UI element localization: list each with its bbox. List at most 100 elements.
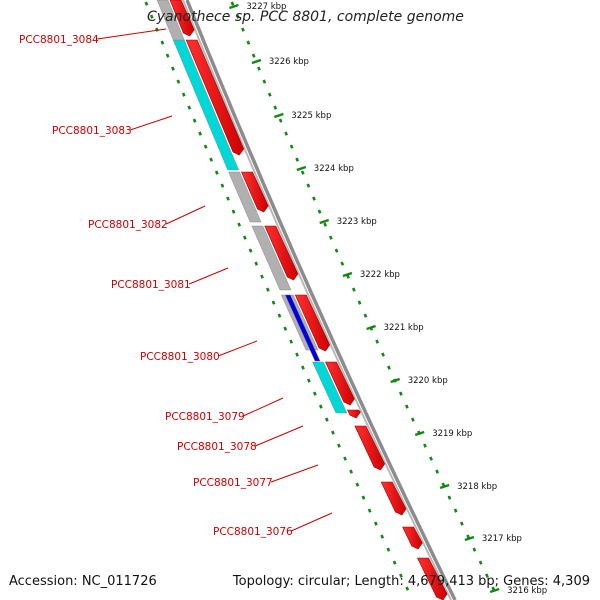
- outer-minor-tick: [273, 105, 278, 110]
- outer-minor-tick: [246, 40, 251, 45]
- inner-minor-tick: [312, 391, 317, 396]
- outer-minor-tick: [251, 53, 256, 58]
- gene-label-leader: [218, 340, 258, 357]
- inner-minor-tick: [165, 53, 170, 58]
- outer-minor-tick: [295, 157, 300, 162]
- outer-minor-tick: [235, 14, 240, 19]
- gene-label: PCC8801_3083: [52, 125, 132, 137]
- outer-minor-tick: [230, 1, 235, 6]
- inner-minor-tick: [214, 170, 219, 175]
- outer-minor-tick: [278, 118, 283, 123]
- inner-minor-tick: [301, 365, 305, 370]
- inner-minor-tick: [187, 105, 192, 110]
- inner-minor-tick: [176, 79, 181, 84]
- outer-minor-tick: [453, 508, 458, 513]
- kbp-major-tick: [296, 165, 307, 172]
- kbp-tick-label: 3224 kbp: [314, 164, 354, 174]
- inner-minor-tick: [265, 287, 270, 292]
- topology-text: Topology: circular; Length: 4,679,413 bp…: [232, 574, 590, 589]
- outer-minor-tick: [387, 365, 391, 370]
- gene-label-leader: [189, 267, 229, 285]
- gene-label-leader: [255, 425, 304, 447]
- gene-label: PCC8801_3078: [177, 441, 257, 453]
- forward-cds-arrow: [417, 557, 448, 600]
- gene-label-leader: [290, 512, 333, 532]
- inner-minor-tick: [392, 560, 397, 565]
- gene-label: PCC8801_3076: [213, 526, 293, 538]
- outer-minor-tick: [323, 222, 328, 227]
- outer-minor-tick: [459, 521, 464, 526]
- forward-cds-arrow: [402, 526, 423, 550]
- outer-minor-tick: [306, 183, 311, 188]
- outer-minor-tick: [267, 92, 272, 97]
- inner-minor-tick: [271, 300, 276, 305]
- reverse-cds-block: [228, 171, 262, 223]
- gene-labels: PCC8801_3084 PCC8801_3083 PCC8801_3082 PCC8…: [19, 28, 333, 538]
- kbp-scale: 3227 kbp 3226 kbp 3225 kbp 3224 kbp 3223 kbp…: [229, 2, 547, 596]
- kbp-tick-label: 3221 kbp: [384, 323, 424, 333]
- kbp-major-tick: [229, 3, 239, 10]
- kbp-major-tick: [439, 483, 450, 490]
- inner-minor-tick: [331, 430, 335, 435]
- kbp-tick-label: 3227 kbp: [246, 2, 286, 12]
- gene-label: PCC8801_3082: [88, 219, 168, 231]
- inner-minor-tick: [399, 573, 403, 578]
- outer-minor-tick: [447, 495, 452, 500]
- kbp-tick-label: 3226 kbp: [269, 57, 309, 67]
- genome-backbone: [182, 0, 457, 600]
- backbone-line-inner: [182, 0, 452, 600]
- inner-minor-tick: [324, 417, 329, 422]
- inner-minor-tick: [181, 92, 186, 97]
- outer-minor-tick: [289, 144, 294, 149]
- outer-minor-tick: [328, 235, 333, 240]
- outer-minor-tick: [404, 404, 409, 409]
- inner-minor-tick: [306, 378, 311, 383]
- inner-minor-tick: [254, 261, 259, 266]
- inner-minor-tick: [355, 482, 360, 487]
- reverse-cds-block: [251, 225, 292, 291]
- outer-minor-tick: [410, 417, 415, 422]
- outer-minor-tick: [312, 196, 316, 201]
- gene-label: PCC8801_3079: [165, 411, 245, 423]
- inner-minor-tick: [405, 586, 410, 591]
- kbp-tick-label: 3218 kbp: [457, 482, 497, 492]
- outer-minor-tick: [435, 469, 440, 474]
- outer-minor-tick: [317, 209, 322, 214]
- inner-minor-tick: [277, 313, 282, 318]
- outer-minor-tick: [381, 352, 385, 357]
- outer-minor-tick: [351, 287, 356, 292]
- reverse-strand-genes: [156, 0, 348, 414]
- outer-minor-tick: [357, 300, 362, 305]
- outer-minor-tick: [257, 66, 261, 71]
- gene-label: PCC8801_3084: [19, 34, 99, 46]
- gene-label-leader: [242, 397, 284, 417]
- gene-label-leader: [130, 115, 173, 131]
- outer-minor-tick: [429, 456, 433, 461]
- inner-minor-tick: [380, 534, 385, 539]
- reverse-cds-block: [172, 39, 240, 171]
- kbp-tick-label: 3220 kbp: [408, 376, 448, 386]
- reverse-cds-block: [312, 361, 348, 414]
- forward-cds-arrow: [185, 39, 245, 156]
- inner-minor-tick: [242, 235, 247, 240]
- outer-minor-tick: [334, 248, 339, 253]
- kbp-tick-label: 3223 kbp: [337, 217, 377, 227]
- outer-minor-tick: [398, 391, 403, 396]
- inner-minor-tick: [248, 248, 253, 253]
- inner-minor-tick: [295, 352, 299, 357]
- inner-minor-tick: [171, 66, 175, 71]
- outer-minor-tick: [478, 560, 483, 565]
- gene-label-leader: [97, 28, 167, 40]
- minor-tick-track-inner: [144, 1, 410, 591]
- inner-minor-tick: [198, 131, 203, 136]
- outer-minor-tick: [340, 261, 345, 266]
- minor-tick-track-outer: [230, 1, 496, 591]
- inner-minor-tick: [209, 157, 214, 162]
- forward-cds-arrow: [347, 409, 361, 419]
- outer-minor-tick: [262, 79, 267, 84]
- inner-minor-tick: [226, 196, 230, 201]
- kbp-tick-label: 3216 kbp: [507, 586, 547, 596]
- gene-label-leader: [271, 464, 319, 483]
- outer-minor-tick: [241, 27, 245, 32]
